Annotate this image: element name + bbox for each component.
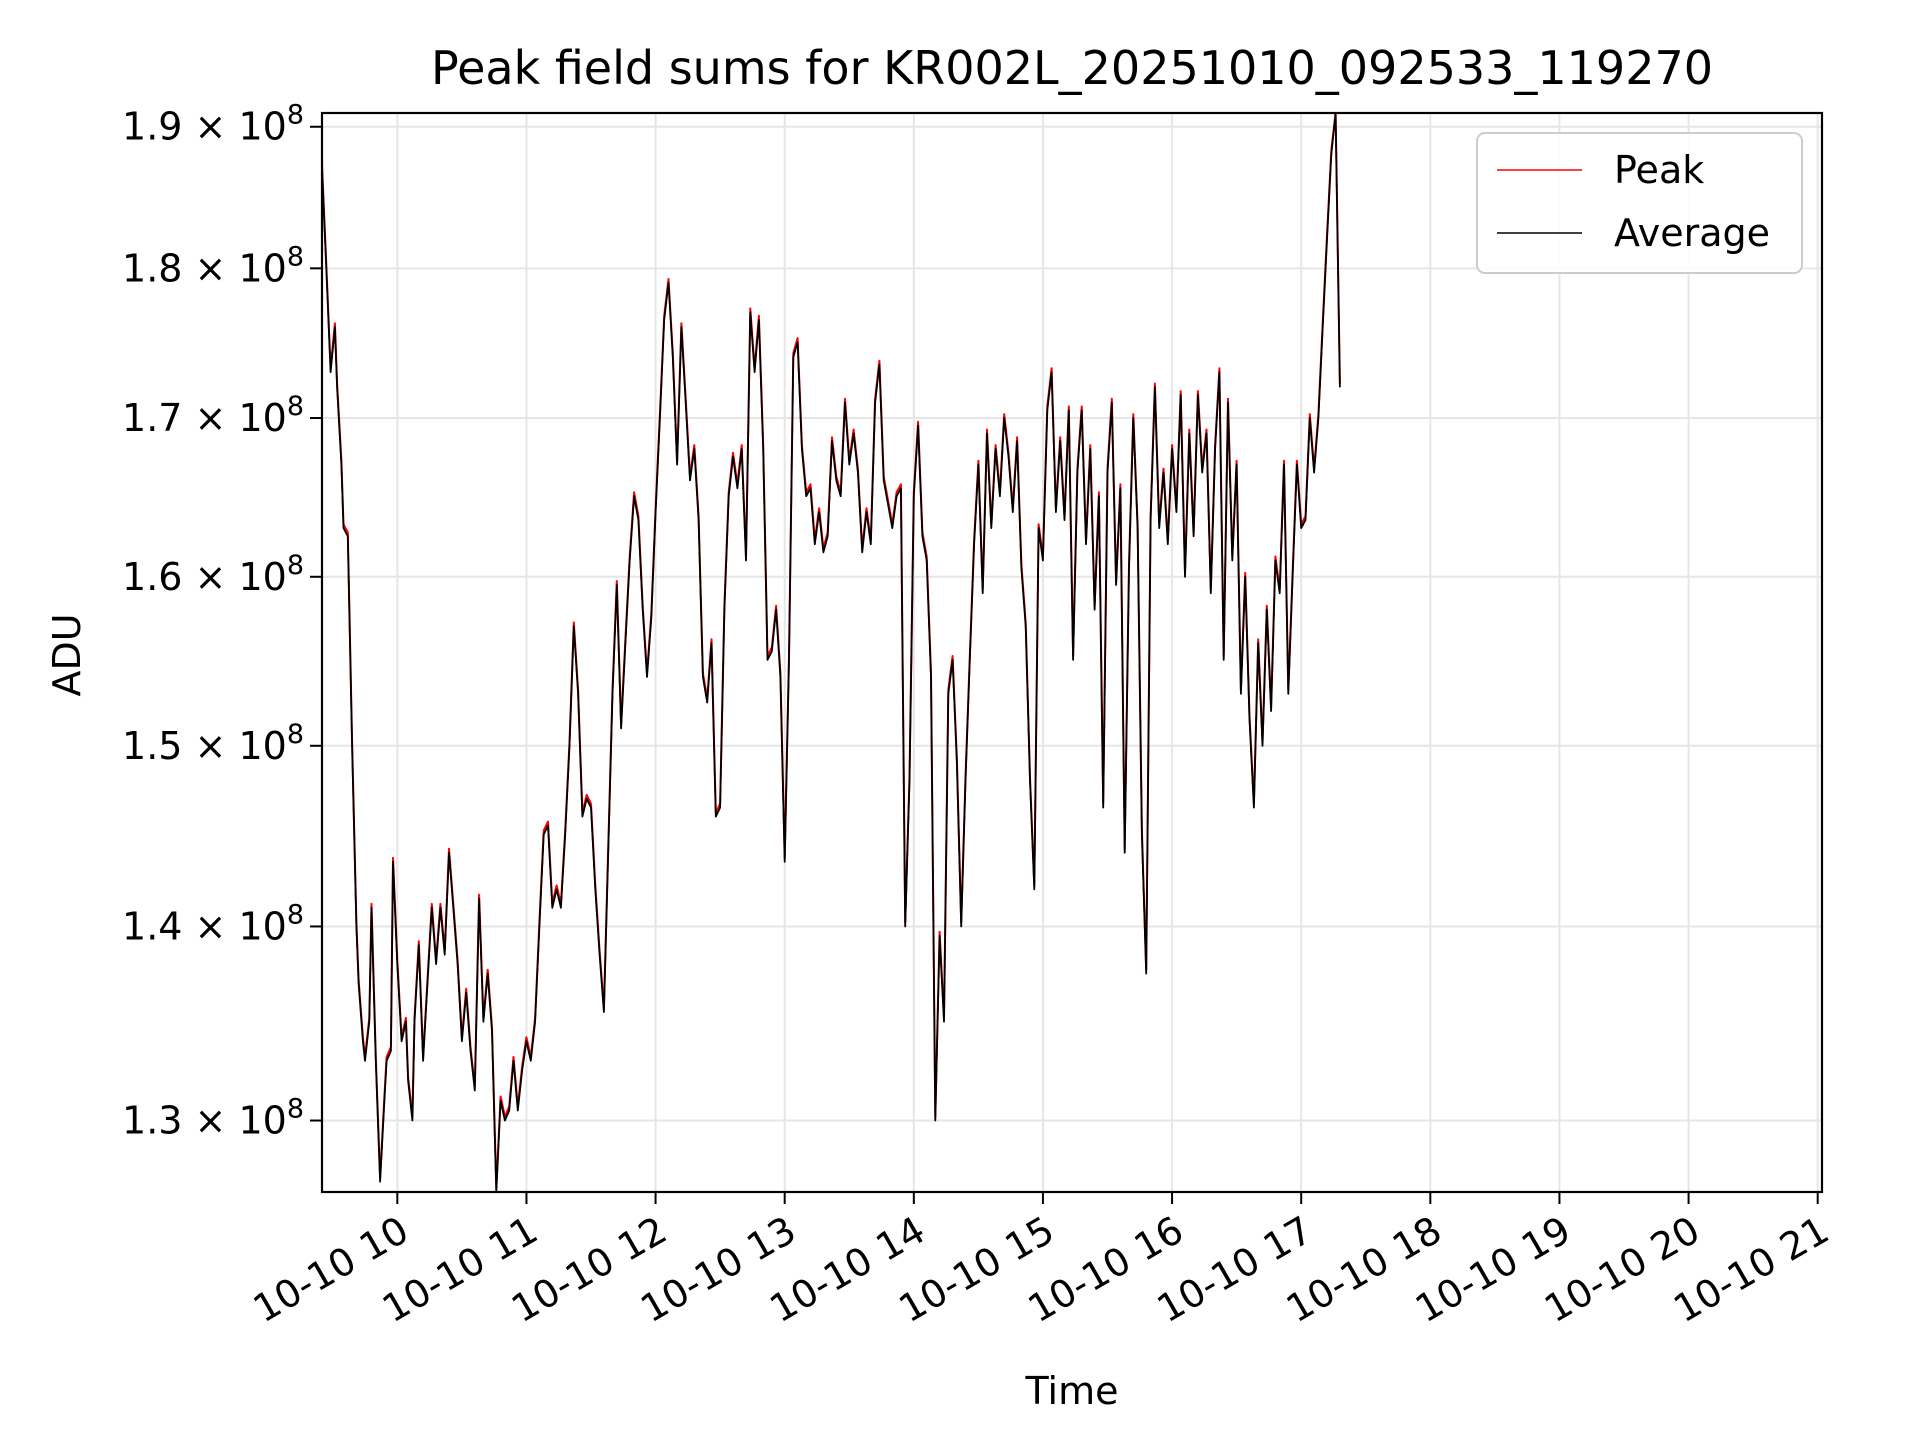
y-tick-times: ×: [182, 1099, 238, 1143]
y-tick-text: 1.3 × 108: [122, 1094, 304, 1143]
y-tick-text: 1.7 × 108: [122, 391, 304, 440]
y-tick-base: 10: [238, 105, 286, 149]
y-tick-label: 1.8 × 108: [122, 241, 304, 290]
y-tick-times: ×: [182, 724, 238, 768]
y-tick-exponent: 8: [287, 391, 304, 422]
y-tick-label: 1.7 × 108: [122, 391, 304, 440]
plot-frame: [320, 111, 1824, 1194]
y-tick-times: ×: [182, 555, 238, 599]
y-tick-times: ×: [182, 396, 238, 440]
series-layer: [321, 112, 1341, 1193]
y-tick-mantissa: 1.9: [122, 105, 182, 149]
y-tick-label: 1.9 × 108: [122, 100, 304, 149]
y-tick-text: 1.4 × 108: [122, 899, 304, 948]
y-tick-mantissa: 1.6: [122, 555, 182, 599]
y-tick-label: 1.4 × 108: [122, 899, 304, 948]
legend-box: [1476, 132, 1803, 274]
y-tick-exponent: 8: [287, 241, 304, 272]
y-tick-base: 10: [238, 246, 286, 290]
legend-peak-label: Peak: [1614, 148, 1704, 192]
y-tick-exponent: 8: [287, 550, 304, 581]
legend-average-label: Average: [1614, 211, 1770, 255]
y-tick-times: ×: [182, 105, 238, 149]
y-tick-text: 1.9 × 108: [122, 100, 304, 149]
y-tick-text: 1.6 × 108: [122, 550, 304, 599]
y-tick-mantissa: 1.4: [122, 904, 182, 948]
y-tick-base: 10: [238, 396, 286, 440]
x-axis-label: Time: [1025, 1369, 1119, 1413]
grid-lines: [322, 113, 1822, 1192]
y-axis-label: ADU: [45, 613, 89, 696]
y-tick-base: 10: [238, 904, 286, 948]
y-tick-label: 1.3 × 108: [122, 1094, 304, 1143]
y-tick-label: 1.5 × 108: [122, 719, 304, 768]
y-tick-exponent: 8: [287, 719, 304, 750]
y-tick-base: 10: [238, 1099, 286, 1143]
y-tick-base: 10: [238, 724, 286, 768]
series-line-average: [321, 112, 1341, 1193]
y-tick-exponent: 8: [287, 899, 304, 930]
y-tick-mantissa: 1.3: [122, 1099, 182, 1143]
y-tick-text: 1.5 × 108: [122, 719, 304, 768]
y-tick-mantissa: 1.7: [122, 396, 182, 440]
y-tick-base: 10: [238, 555, 286, 599]
y-tick-times: ×: [182, 246, 238, 290]
y-tick-mantissa: 1.8: [122, 246, 182, 290]
y-tick-mantissa: 1.5: [122, 724, 182, 768]
y-tick-exponent: 8: [287, 1094, 304, 1125]
y-tick-text: 1.8 × 108: [122, 241, 304, 290]
y-tick-exponent: 8: [287, 100, 304, 131]
legend: Peak Average: [1476, 132, 1803, 274]
y-tick-label: 1.6 × 108: [122, 550, 304, 599]
chart-title: Peak field sums for KR002L_20251010_0925…: [431, 41, 1713, 95]
y-tick-times: ×: [182, 904, 238, 948]
